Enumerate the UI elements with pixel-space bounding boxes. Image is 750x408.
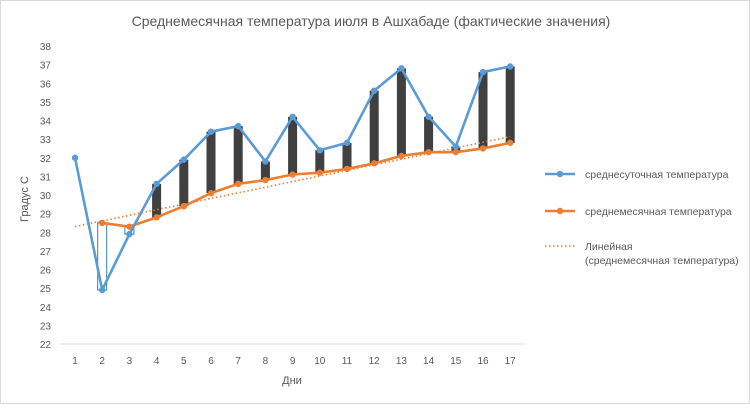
x-tick-label: 15	[450, 356, 462, 367]
y-tick-label: 34	[40, 117, 52, 128]
x-tick-label: 5	[181, 356, 187, 367]
y-tick-label: 30	[40, 191, 52, 202]
monthly-point	[425, 148, 432, 156]
monthly-point	[316, 169, 323, 176]
up-bar	[233, 126, 243, 184]
monthly-point	[153, 214, 160, 221]
legend-daily-label: среднесуточная температура	[585, 169, 729, 181]
y-tick-label: 31	[40, 172, 52, 183]
x-tick-label: 8	[263, 356, 269, 367]
up-bar	[342, 142, 352, 169]
x-tick-label: 4	[154, 356, 160, 367]
monthly-line	[102, 141, 511, 228]
legend: среднесуточная температура среднемесячная…	[545, 169, 739, 267]
monthly-point	[371, 160, 378, 167]
x-tick-label: 10	[314, 356, 326, 367]
chart-title: Среднемесячная температура июля в Ашхаба…	[132, 13, 611, 29]
y-tick-label: 29	[40, 210, 52, 221]
daily-point	[180, 156, 187, 163]
up-bar	[369, 90, 379, 164]
monthly-point	[507, 139, 514, 147]
daily-line	[73, 65, 511, 292]
daily-point	[153, 180, 160, 188]
x-tick-label: 17	[505, 356, 517, 367]
x-tick-label: 14	[423, 356, 435, 367]
daily-point	[425, 113, 432, 120]
monthly-point	[207, 189, 215, 197]
up-bar	[396, 68, 406, 156]
daily-point	[207, 128, 215, 135]
monthly-point	[126, 223, 133, 230]
daily-point	[398, 65, 405, 72]
y-tick-label: 35	[40, 98, 52, 109]
x-tick-label: 16	[477, 356, 489, 367]
y-tick-label: 24	[40, 303, 52, 314]
y-tick-label: 38	[40, 42, 52, 53]
y-tick-label: 27	[40, 247, 52, 258]
x-tick-label: 3	[127, 356, 133, 367]
y-tick-label: 32	[40, 154, 52, 165]
x-tick-label: 2	[99, 356, 105, 367]
monthly-point	[235, 180, 242, 188]
up-bar	[260, 161, 270, 181]
up-bar	[478, 72, 488, 149]
up-bar	[152, 183, 162, 218]
y-tick-label: 22	[40, 340, 52, 351]
x-tick-label: 13	[396, 356, 408, 367]
monthly-point	[452, 148, 459, 156]
y-tick-label: 33	[40, 135, 52, 146]
monthly-point	[398, 152, 405, 160]
x-axis-title: Дни	[282, 375, 302, 387]
legend-daily-swatch-marker	[556, 170, 564, 178]
y-axis-title: Градус С	[19, 176, 31, 222]
x-tick-label: 1	[72, 356, 78, 367]
y-tick-label: 26	[40, 266, 52, 277]
y-tick-label: 23	[40, 321, 52, 332]
daily-point	[479, 68, 487, 76]
y-tick-label: 37	[40, 61, 52, 72]
daily-point	[371, 87, 378, 94]
monthly-point	[343, 165, 351, 173]
x-tick-label: 6	[208, 356, 214, 367]
daily-point	[452, 143, 459, 150]
daily-point	[126, 230, 133, 238]
y-tick-label: 36	[40, 79, 52, 90]
up-bar	[179, 159, 189, 207]
daily-point	[71, 154, 79, 161]
up-bar	[424, 116, 434, 153]
legend-monthly-label: среднемесячная температура	[585, 206, 732, 218]
daily-point	[235, 122, 242, 130]
monthly-point	[262, 176, 269, 184]
up-bar	[288, 116, 298, 175]
legend-trend-label: Линейная (среднемесячная температура)	[585, 241, 739, 267]
daily-point	[289, 113, 296, 120]
up-bar	[315, 150, 325, 173]
y-tick-label: 25	[40, 284, 52, 295]
up-bar	[505, 66, 515, 143]
y-tick-label: 28	[40, 228, 52, 239]
monthly-point	[479, 145, 487, 152]
x-tick-label: 11	[342, 356, 353, 367]
up-bar	[206, 131, 216, 194]
daily-point	[99, 286, 106, 294]
daily-point	[262, 158, 269, 165]
daily-point	[316, 147, 323, 154]
monthly-point	[180, 202, 187, 210]
x-tick-label: 7	[235, 356, 241, 367]
daily-point	[343, 139, 351, 147]
legend-monthly-swatch-marker	[556, 207, 564, 215]
x-tick-label: 12	[369, 356, 381, 367]
monthly-point	[99, 219, 106, 227]
monthly-point	[289, 171, 296, 178]
daily-point	[507, 63, 514, 70]
x-tick-label: 9	[290, 356, 296, 367]
